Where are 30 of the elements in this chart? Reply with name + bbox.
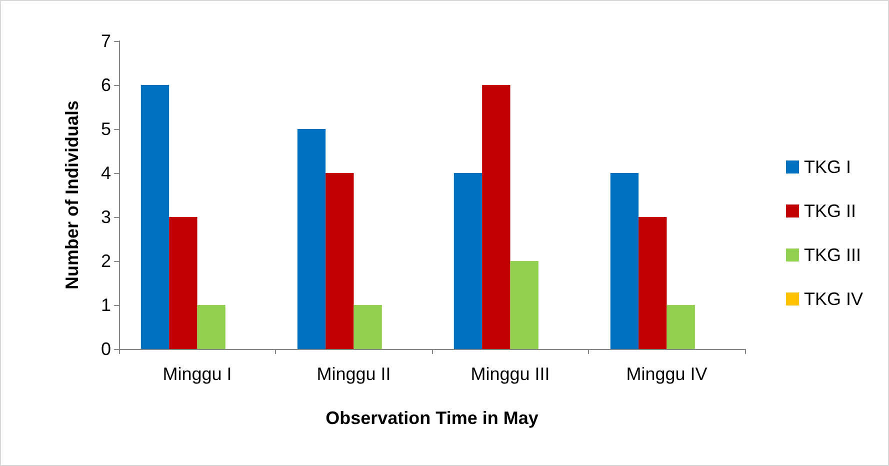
bar — [354, 305, 382, 349]
y-tick-label: 1 — [100, 295, 111, 315]
bar — [297, 129, 326, 349]
bar — [454, 173, 482, 349]
legend-label: TKG I — [804, 157, 852, 177]
legend-label: TKG IV — [804, 289, 864, 309]
bar — [482, 85, 510, 349]
x-tick-label: Minggu II — [316, 364, 391, 384]
x-axis-title: Observation Time in May — [326, 408, 538, 428]
y-tick-label: 6 — [100, 75, 111, 95]
legend-label: TKG II — [804, 201, 856, 221]
y-tick-label: 4 — [100, 163, 111, 183]
x-tick-label: Minggu IV — [626, 364, 708, 384]
y-tick-label: 7 — [100, 31, 111, 51]
x-tick-label: Minggu I — [162, 364, 232, 384]
y-tick-label: 0 — [100, 339, 111, 359]
x-tick-label: Minggu III — [470, 364, 550, 384]
bar — [510, 261, 538, 349]
bar — [610, 173, 639, 349]
bar — [169, 217, 198, 349]
y-tick-label: 3 — [100, 207, 111, 227]
legend-label: TKG III — [804, 245, 862, 265]
y-tick-label: 2 — [100, 251, 111, 271]
bar — [326, 173, 354, 349]
y-axis-title: Number of Individuals — [62, 100, 82, 290]
bar — [638, 217, 667, 349]
bar — [140, 85, 170, 349]
bar — [197, 305, 226, 349]
y-tick-label: 5 — [100, 119, 111, 139]
bar — [666, 305, 695, 349]
